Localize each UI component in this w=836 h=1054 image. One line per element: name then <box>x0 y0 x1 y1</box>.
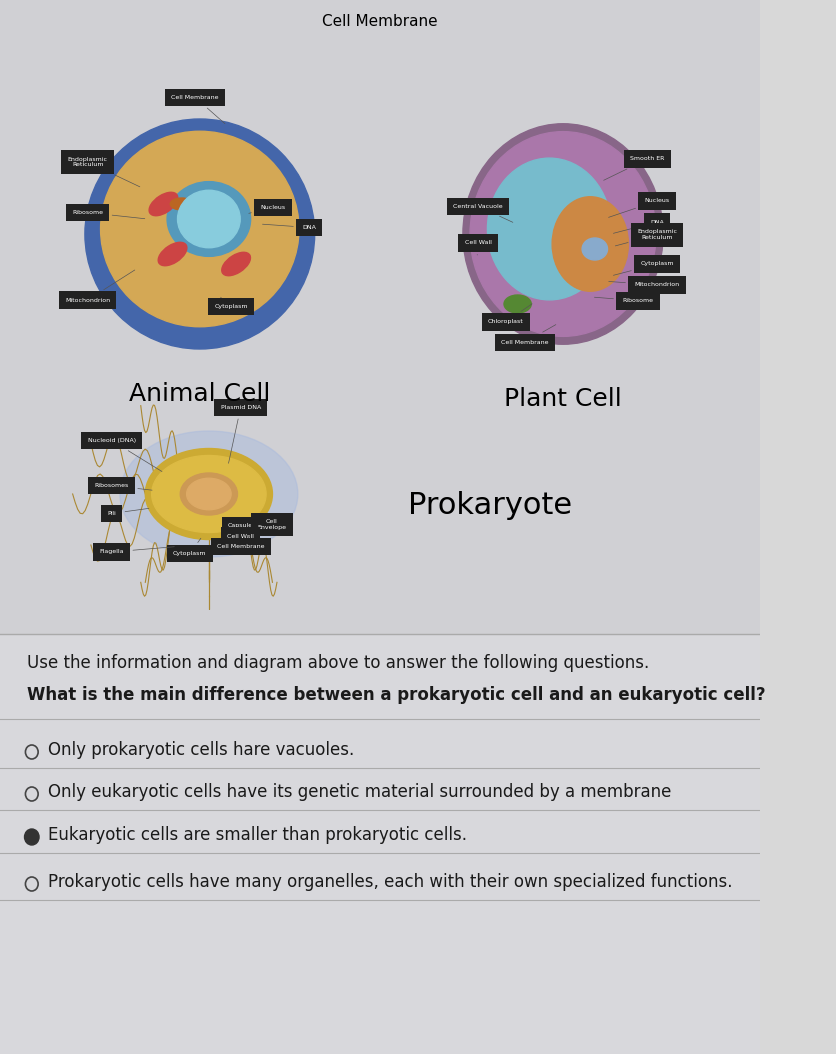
Text: Nucleus: Nucleus <box>248 204 285 213</box>
Text: Nucleus: Nucleus <box>608 198 669 217</box>
Ellipse shape <box>120 431 298 557</box>
Text: Nucleoid (DNA): Nucleoid (DNA) <box>88 438 162 471</box>
Text: Chloroplast: Chloroplast <box>487 304 532 325</box>
Ellipse shape <box>84 119 314 349</box>
Text: Eukaryotic cells are smaller than prokaryotic cells.: Eukaryotic cells are smaller than prokar… <box>48 826 466 844</box>
Ellipse shape <box>149 192 177 216</box>
Ellipse shape <box>552 197 628 291</box>
Text: Capsule: Capsule <box>228 519 259 528</box>
Text: Prokaryotic cells have many organelles, each with their own specialized function: Prokaryotic cells have many organelles, … <box>48 873 732 891</box>
Ellipse shape <box>581 238 607 260</box>
Ellipse shape <box>158 242 186 266</box>
Circle shape <box>28 833 35 841</box>
Ellipse shape <box>487 158 610 300</box>
Ellipse shape <box>180 473 237 515</box>
Text: Endoplasmic
Reticulum: Endoplasmic Reticulum <box>68 157 140 187</box>
Text: DNA: DNA <box>263 225 316 230</box>
Text: Ribosome: Ribosome <box>594 297 653 304</box>
Text: Cell Membrane: Cell Membrane <box>501 325 555 345</box>
FancyBboxPatch shape <box>0 635 759 1054</box>
Text: Pili: Pili <box>107 508 149 516</box>
Ellipse shape <box>170 198 193 210</box>
Text: Only eukaryotic cells have its genetic material surrounded by a membrane: Only eukaryotic cells have its genetic m… <box>48 783 670 801</box>
Text: Mitochondrion: Mitochondrion <box>65 270 135 302</box>
Text: What is the main difference between a prokaryotic cell and an eukaryotic cell?: What is the main difference between a pr… <box>28 686 765 704</box>
Text: Cell Membrane: Cell Membrane <box>171 95 225 123</box>
Text: Central Vacuole: Central Vacuole <box>453 203 512 222</box>
Text: Cell Membrane: Cell Membrane <box>321 14 437 30</box>
Ellipse shape <box>470 132 655 336</box>
Text: Mitochondrion: Mitochondrion <box>608 281 679 288</box>
Ellipse shape <box>503 295 531 313</box>
Text: Cell Wall: Cell Wall <box>227 530 254 539</box>
Ellipse shape <box>177 191 240 248</box>
Text: Use the information and diagram above to answer the following questions.: Use the information and diagram above to… <box>28 653 649 672</box>
Text: Plant Cell: Plant Cell <box>503 387 621 411</box>
Text: Cytoplasm: Cytoplasm <box>173 539 206 557</box>
Text: Ribosomes: Ribosomes <box>94 483 152 490</box>
Text: Cell Wall: Cell Wall <box>464 240 491 255</box>
Text: Flagella: Flagella <box>99 547 174 554</box>
Text: Cytoplasm: Cytoplasm <box>613 261 673 275</box>
Ellipse shape <box>167 181 250 256</box>
Ellipse shape <box>145 449 272 540</box>
Text: Animal Cell: Animal Cell <box>129 382 270 406</box>
Text: DNA: DNA <box>613 219 663 233</box>
Ellipse shape <box>186 479 231 510</box>
Ellipse shape <box>151 455 266 532</box>
Text: Cell Membrane: Cell Membrane <box>217 536 264 549</box>
Ellipse shape <box>100 132 298 327</box>
Ellipse shape <box>462 123 662 345</box>
Text: Cytoplasm: Cytoplasm <box>214 297 247 309</box>
Text: Smooth ER: Smooth ER <box>603 156 664 180</box>
Circle shape <box>24 829 39 845</box>
FancyBboxPatch shape <box>0 0 759 635</box>
Text: Ribosome: Ribosome <box>72 210 145 218</box>
Text: Cell
Envelope: Cell Envelope <box>257 520 286 530</box>
Ellipse shape <box>222 252 250 276</box>
Text: Plasmid DNA: Plasmid DNA <box>220 405 261 464</box>
Text: Prokaryote: Prokaryote <box>408 491 572 521</box>
Text: Endoplasmic
Reticulum: Endoplasmic Reticulum <box>614 230 676 246</box>
Circle shape <box>29 834 34 840</box>
Text: Only prokaryotic cells hare vacuoles.: Only prokaryotic cells hare vacuoles. <box>48 741 354 759</box>
